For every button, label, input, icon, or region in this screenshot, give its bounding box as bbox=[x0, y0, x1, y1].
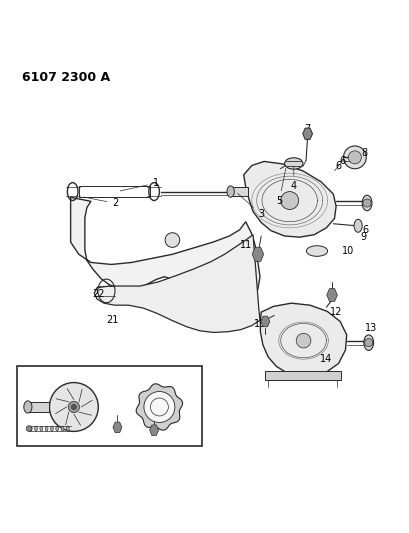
Bar bbox=[265, 371, 340, 379]
Ellipse shape bbox=[45, 426, 48, 431]
Polygon shape bbox=[94, 235, 259, 333]
Ellipse shape bbox=[24, 401, 32, 413]
Text: 17: 17 bbox=[149, 432, 161, 442]
Text: 12: 12 bbox=[329, 307, 342, 317]
Polygon shape bbox=[149, 425, 158, 435]
Text: 6: 6 bbox=[335, 160, 341, 171]
Ellipse shape bbox=[306, 246, 327, 256]
Polygon shape bbox=[113, 422, 121, 433]
Text: 5: 5 bbox=[275, 168, 285, 206]
Polygon shape bbox=[326, 289, 337, 301]
Circle shape bbox=[343, 146, 365, 169]
Text: 7: 7 bbox=[304, 124, 310, 134]
Text: 13: 13 bbox=[364, 324, 376, 334]
Text: 2: 2 bbox=[83, 197, 118, 208]
Polygon shape bbox=[252, 247, 263, 261]
Circle shape bbox=[348, 151, 360, 164]
Ellipse shape bbox=[40, 426, 43, 431]
Ellipse shape bbox=[353, 219, 361, 232]
Polygon shape bbox=[136, 384, 182, 430]
Bar bbox=[17, 366, 202, 447]
Text: 22: 22 bbox=[92, 289, 104, 299]
Circle shape bbox=[71, 405, 76, 409]
Ellipse shape bbox=[34, 426, 37, 431]
Circle shape bbox=[165, 233, 179, 247]
Polygon shape bbox=[260, 303, 346, 376]
Text: 9: 9 bbox=[359, 232, 365, 242]
Bar bbox=[27, 402, 49, 412]
Circle shape bbox=[68, 401, 79, 413]
Text: 3: 3 bbox=[237, 193, 264, 220]
Ellipse shape bbox=[61, 426, 64, 431]
Text: 6107 2300 A: 6107 2300 A bbox=[22, 71, 110, 84]
Ellipse shape bbox=[363, 335, 373, 350]
Bar bbox=[79, 186, 150, 197]
Polygon shape bbox=[70, 197, 259, 319]
Circle shape bbox=[280, 191, 298, 209]
Text: 19: 19 bbox=[61, 432, 73, 442]
Ellipse shape bbox=[361, 195, 371, 211]
Text: 11: 11 bbox=[239, 240, 251, 251]
Text: 1: 1 bbox=[120, 178, 159, 191]
Ellipse shape bbox=[56, 426, 58, 431]
Polygon shape bbox=[260, 316, 269, 327]
Circle shape bbox=[362, 199, 370, 207]
Polygon shape bbox=[243, 161, 335, 237]
Circle shape bbox=[295, 333, 310, 348]
Ellipse shape bbox=[284, 158, 302, 169]
Text: 16: 16 bbox=[169, 376, 181, 386]
Circle shape bbox=[26, 426, 32, 431]
Text: 14: 14 bbox=[319, 354, 332, 365]
Circle shape bbox=[49, 383, 98, 431]
Text: 20: 20 bbox=[58, 379, 70, 389]
Ellipse shape bbox=[29, 426, 32, 431]
Text: 6: 6 bbox=[337, 157, 345, 169]
Circle shape bbox=[144, 392, 175, 423]
Text: 15: 15 bbox=[253, 319, 265, 328]
Text: 10: 10 bbox=[342, 246, 354, 256]
Circle shape bbox=[364, 338, 372, 347]
Ellipse shape bbox=[227, 186, 234, 197]
Ellipse shape bbox=[66, 426, 69, 431]
Text: 6: 6 bbox=[362, 225, 368, 235]
Text: 18: 18 bbox=[111, 432, 123, 442]
Text: 21: 21 bbox=[106, 315, 118, 325]
Text: 4: 4 bbox=[290, 166, 296, 191]
Text: 8: 8 bbox=[361, 148, 367, 158]
Polygon shape bbox=[302, 128, 312, 140]
Bar bbox=[230, 187, 247, 196]
Ellipse shape bbox=[50, 426, 53, 431]
